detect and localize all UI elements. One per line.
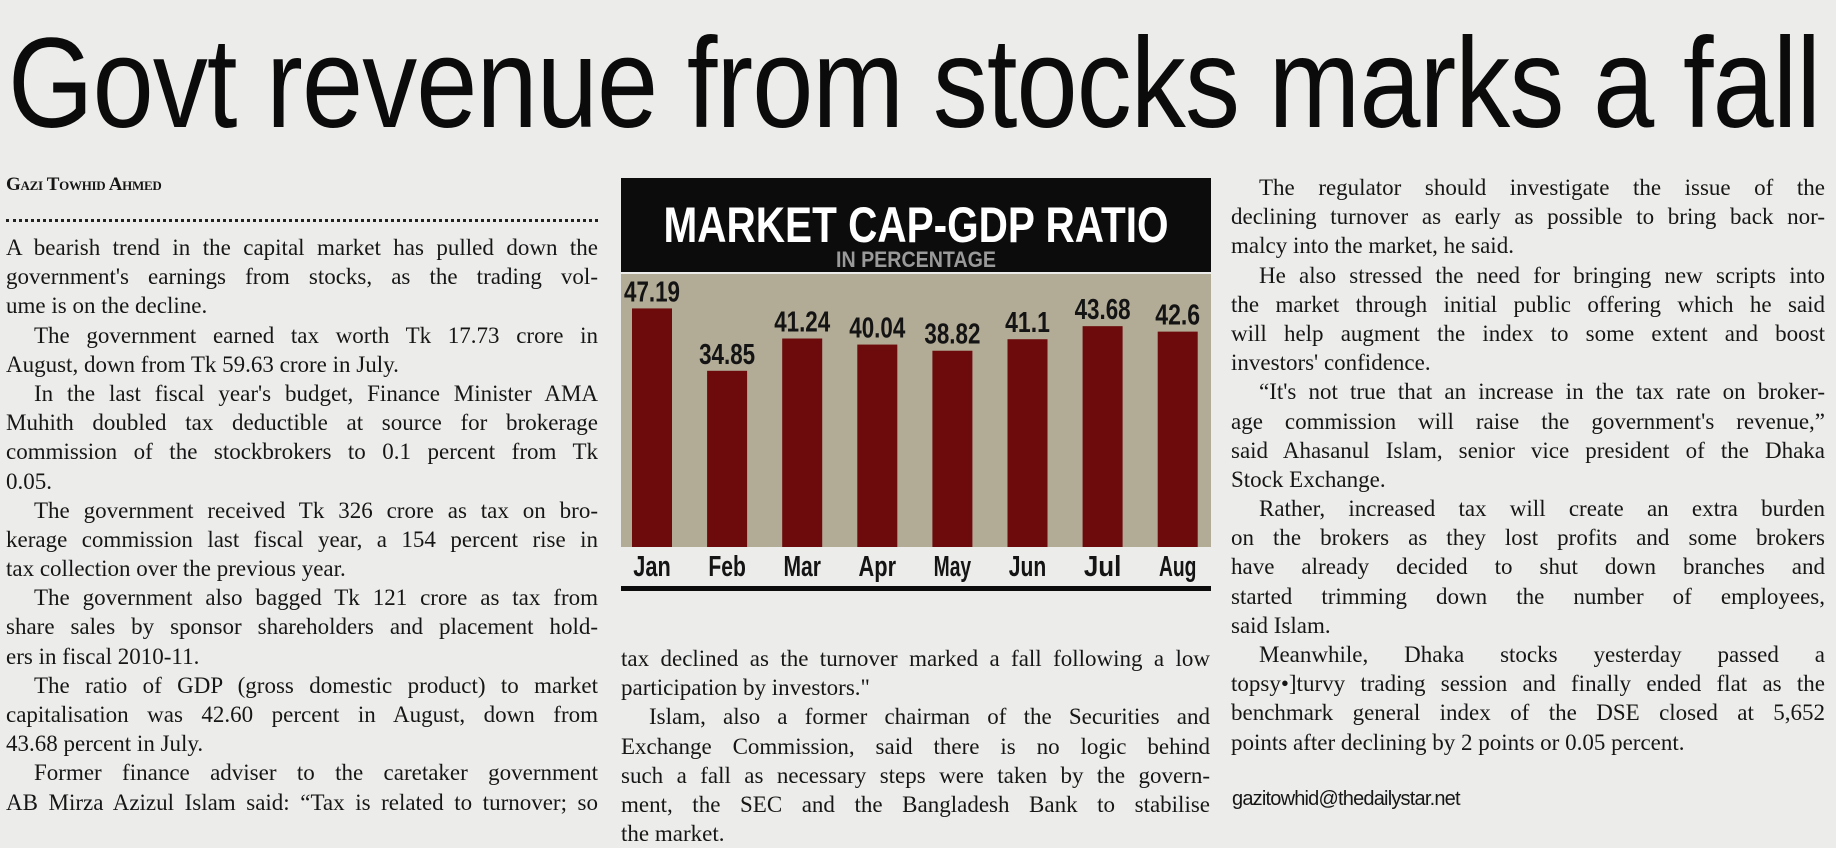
text-line: commission of the stockbrokers to 0.1 pe… <box>6 439 598 465</box>
text-line: He also stressed the need for bringing n… <box>1259 262 1825 288</box>
dotted-divider <box>6 219 598 222</box>
paragraph: Islam, also a former chairman of the Sec… <box>621 702 1210 848</box>
month-label: Jan <box>633 551 671 583</box>
text-line: benchmark general index of the DSE close… <box>1231 700 1825 726</box>
paragraph: The government received Tk 326 crore as … <box>6 496 598 584</box>
text-line: ers in fiscal 2010-11. <box>6 643 200 669</box>
text-line: A bearish trend in the capital market ha… <box>6 235 598 260</box>
article-column-1: A bearish trend in the capital market ha… <box>6 233 598 817</box>
text-line: Meanwhile, Dhaka stocks yesterday passed… <box>1259 642 1825 667</box>
month-label: Apr <box>859 551 897 583</box>
text-line: the market through initial public offeri… <box>1231 291 1825 317</box>
value-label: 42.6 <box>1155 300 1200 332</box>
text-line: capitalisation was 42.60 percent in Augu… <box>6 702 598 727</box>
bar-jan <box>632 308 672 547</box>
chart-subtitle: IN PERCENTAGE <box>836 247 996 272</box>
month-label: Feb <box>708 551 746 583</box>
byline: Gazi Towhid Ahmed <box>6 174 162 195</box>
paragraph: The ratio of GDP (gross domestic product… <box>6 671 598 759</box>
value-label: 41.24 <box>774 307 830 339</box>
month-label: Jul <box>1084 551 1122 583</box>
text-line: investors' confidence. <box>1231 350 1431 376</box>
text-line: share sales by sponsor shareholders and … <box>6 614 598 640</box>
value-label: 40.04 <box>849 313 905 345</box>
paragraph: The government also bagged Tk 121 crore … <box>6 583 598 671</box>
bar-mar <box>782 338 823 547</box>
chart-title: MARKET CAP-GDP RATIO <box>664 197 1169 253</box>
headline: Govt revenue from stocks marks a fall <box>8 12 1821 155</box>
month-label: Jun <box>1009 551 1047 583</box>
text-line: The regulator should investigate the iss… <box>1259 175 1825 200</box>
value-label: 47.19 <box>624 276 680 308</box>
paragraph: Meanwhile, Dhaka stocks yesterday passed… <box>1231 640 1825 757</box>
bar-aug <box>1157 331 1198 547</box>
value-label: 43.68 <box>1075 294 1131 326</box>
month-label: Mar <box>783 551 821 583</box>
bar-apr <box>857 344 898 547</box>
text-line: Exchange Commission, said there is no lo… <box>621 733 1210 759</box>
text-line: ume is on the decline. <box>6 293 208 319</box>
paragraph: “It's not true that an increase in the t… <box>1231 377 1825 494</box>
text-line: Muhith doubled tax deductible at source … <box>6 410 598 436</box>
text-line: points after declining by 2 points or 0.… <box>1231 729 1685 755</box>
bar-feb <box>707 370 748 547</box>
text-line: The government earned tax worth Tk 17.73… <box>34 322 598 348</box>
author-email[interactable]: gazitowhid@thedailystar.net <box>1232 788 1461 810</box>
text-line: kerage commission last fiscal year, a 15… <box>6 526 598 552</box>
month-label: May <box>934 551 972 583</box>
text-line: started trimming down the number of empl… <box>1231 583 1825 609</box>
text-line: malcy into the market, he said. <box>1231 233 1514 259</box>
bar-jul <box>1082 326 1123 547</box>
text-line: such a fall as necessary steps were take… <box>621 762 1210 788</box>
paragraph: He also stressed the need for bringing n… <box>1231 261 1825 378</box>
paragraph: The government earned tax worth Tk 17.73… <box>6 321 598 379</box>
bar-may <box>932 350 973 547</box>
text-line: on the brokers as they lost profits and … <box>1231 525 1825 551</box>
text-line: Islam, also a former chairman of the Sec… <box>649 704 1210 730</box>
text-line: ment, the SEC and the Bangladesh Bank to… <box>621 791 1210 817</box>
text-line: Rather, increased tax will create an ext… <box>1259 496 1825 522</box>
text-line: The government received Tk 326 crore as … <box>34 497 598 523</box>
text-line: topsy•]turvy trading session and finally… <box>1231 671 1825 697</box>
text-line: tax declined as the turnover marked a fa… <box>621 646 1210 671</box>
value-label: 38.82 <box>924 319 980 351</box>
text-line: participation by investors." <box>621 675 870 701</box>
market-cap-gdp-chart: MARKET CAP-GDP RATIO IN PERCENTAGE 47.19… <box>621 178 1211 591</box>
text-line: The government also bagged Tk 121 crore … <box>34 585 598 611</box>
paragraph: Rather, increased tax will create an ext… <box>1231 494 1825 640</box>
text-line: the market. <box>621 821 725 847</box>
month-label: Aug <box>1159 551 1197 583</box>
text-line: Former finance adviser to the caretaker … <box>34 760 598 786</box>
text-line: The ratio of GDP (gross domestic product… <box>34 672 598 698</box>
text-line: tax collection over the previous year. <box>6 556 346 582</box>
paragraph: A bearish trend in the capital market ha… <box>6 233 598 321</box>
paragraph: The regulator should investigate the iss… <box>1231 173 1825 261</box>
text-line: said Ahasanul Islam, senior vice preside… <box>1231 437 1825 463</box>
text-line: age commission will raise the government… <box>1231 408 1825 434</box>
paragraph: In the last fiscal year's budget, Financ… <box>6 379 598 496</box>
text-line: In the last fiscal year's budget, Financ… <box>34 380 598 406</box>
text-line: declining turnover as early as possible … <box>1231 204 1825 230</box>
text-line: government's earnings from stocks, as th… <box>6 264 598 290</box>
text-line: “It's not true that an increase in the t… <box>1259 379 1825 405</box>
article-column-3: The regulator should investigate the iss… <box>1231 173 1825 757</box>
chart-header <box>621 178 1211 272</box>
text-line: 43.68 percent in July. <box>6 731 204 757</box>
paragraph: Former finance adviser to the caretaker … <box>6 758 598 816</box>
article-column-2: tax declined as the turnover marked a fa… <box>621 644 1210 848</box>
text-line: AB Mirza Azizul Islam said: “Tax is rela… <box>6 789 598 815</box>
value-label: 34.85 <box>699 339 755 371</box>
text-line: 0.05. <box>6 468 52 494</box>
text-line: will help augment the index to some exte… <box>1231 320 1825 346</box>
paragraph: tax declined as the turnover marked a fa… <box>621 644 1210 702</box>
text-line: have already decided to shut down branch… <box>1231 554 1825 580</box>
text-line: said Islam. <box>1231 612 1331 638</box>
chart-bottom-rule <box>621 586 1211 591</box>
text-line: August, down from Tk 59.63 crore in July… <box>6 351 399 377</box>
value-label: 41.1 <box>1005 307 1050 339</box>
bar-jun <box>1007 339 1048 547</box>
text-line: Stock Exchange. <box>1231 466 1386 492</box>
